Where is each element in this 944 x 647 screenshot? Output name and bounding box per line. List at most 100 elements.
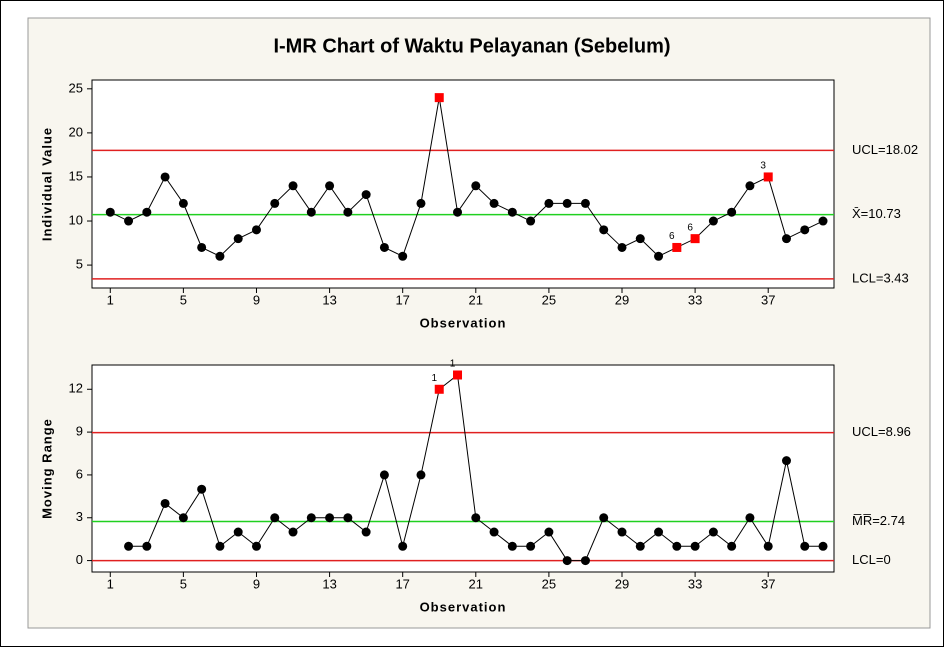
data-point xyxy=(580,556,590,566)
data-point xyxy=(416,470,426,480)
alert-point xyxy=(434,93,444,103)
data-point xyxy=(233,527,243,537)
data-point xyxy=(398,541,408,551)
annotation: 1 xyxy=(450,359,456,370)
data-point xyxy=(251,225,261,235)
data-point xyxy=(727,207,737,217)
data-point xyxy=(306,207,316,217)
data-point xyxy=(178,198,188,208)
data-point xyxy=(270,513,280,523)
data-point xyxy=(781,234,791,244)
data-point xyxy=(745,181,755,191)
annotation: 3 xyxy=(760,161,766,172)
data-point xyxy=(599,513,609,523)
data-point xyxy=(197,242,207,252)
y-tick-label: 10 xyxy=(69,212,83,227)
y-tick-label: 0 xyxy=(76,552,83,567)
data-point xyxy=(818,541,828,551)
y-tick-label: 6 xyxy=(76,466,83,481)
data-point xyxy=(763,541,773,551)
annotation: 1 xyxy=(431,373,437,384)
data-point xyxy=(507,541,517,551)
data-point xyxy=(708,527,718,537)
data-point xyxy=(361,527,371,537)
data-point xyxy=(416,198,426,208)
data-point xyxy=(233,234,243,244)
data-point xyxy=(672,541,682,551)
control-label: UCL=18.02 xyxy=(852,142,918,157)
data-point xyxy=(215,251,225,261)
annotation: 6 xyxy=(669,231,675,242)
control-label: LCL=3.43 xyxy=(852,270,909,285)
data-point xyxy=(105,207,115,217)
data-point xyxy=(507,207,517,217)
alert-point xyxy=(434,384,444,394)
x-tick-label: 17 xyxy=(395,576,409,591)
x-tick-label: 13 xyxy=(322,576,336,591)
x-tick-label: 9 xyxy=(253,576,260,591)
control-label: M̅R̅=2.74 xyxy=(852,513,905,528)
x-tick-label: 33 xyxy=(688,292,702,307)
x-tick-label: 21 xyxy=(469,576,483,591)
data-point xyxy=(727,541,737,551)
data-point xyxy=(361,190,371,200)
data-point xyxy=(379,242,389,252)
y-tick-label: 15 xyxy=(69,168,83,183)
x-tick-label: 29 xyxy=(615,576,629,591)
y-tick-label: 3 xyxy=(76,509,83,524)
data-point xyxy=(398,251,408,261)
data-point xyxy=(580,198,590,208)
data-point xyxy=(599,225,609,235)
data-point xyxy=(690,541,700,551)
x-tick-label: 37 xyxy=(761,576,775,591)
data-point xyxy=(818,216,828,226)
data-point xyxy=(781,456,791,466)
x-tick-label: 1 xyxy=(107,576,114,591)
data-point xyxy=(288,181,298,191)
data-point xyxy=(800,225,810,235)
y-tick-label: 5 xyxy=(76,257,83,272)
y-axis-label: Individual Value xyxy=(39,127,54,241)
chart-title: I-MR Chart of Waktu Pelayanan (Sebelum) xyxy=(273,35,670,57)
data-point xyxy=(197,484,207,494)
data-point xyxy=(343,207,353,217)
data-point xyxy=(124,216,134,226)
x-tick-label: 21 xyxy=(469,292,483,307)
data-point xyxy=(471,181,481,191)
data-point xyxy=(270,198,280,208)
x-tick-label: 5 xyxy=(180,576,187,591)
plot-area xyxy=(91,364,835,573)
data-point xyxy=(124,541,134,551)
data-point xyxy=(160,498,170,508)
y-tick-label: 25 xyxy=(69,80,83,95)
data-point xyxy=(617,242,627,252)
data-point xyxy=(526,541,536,551)
x-tick-label: 17 xyxy=(395,292,409,307)
data-point xyxy=(562,198,572,208)
x-tick-label: 9 xyxy=(253,292,260,307)
y-tick-label: 12 xyxy=(69,381,83,396)
data-point xyxy=(562,556,572,566)
x-tick-label: 29 xyxy=(615,292,629,307)
data-point xyxy=(325,513,335,523)
x-tick-label: 13 xyxy=(322,292,336,307)
y-tick-label: 20 xyxy=(69,124,83,139)
x-axis-label: Observation xyxy=(420,599,507,614)
data-point xyxy=(544,527,554,537)
plot-area xyxy=(91,79,835,289)
data-point xyxy=(453,207,463,217)
data-point xyxy=(215,541,225,551)
data-point xyxy=(142,207,152,217)
data-point xyxy=(178,513,188,523)
data-point xyxy=(654,527,664,537)
data-point xyxy=(800,541,810,551)
data-line xyxy=(110,97,824,257)
x-tick-label: 1 xyxy=(107,292,114,307)
alert-point xyxy=(453,370,463,380)
data-point xyxy=(617,527,627,537)
control-label: LCL=0 xyxy=(852,552,891,567)
data-point xyxy=(142,541,152,551)
data-point xyxy=(654,251,664,261)
alert-point xyxy=(690,234,700,244)
y-tick-label: 9 xyxy=(76,424,83,439)
